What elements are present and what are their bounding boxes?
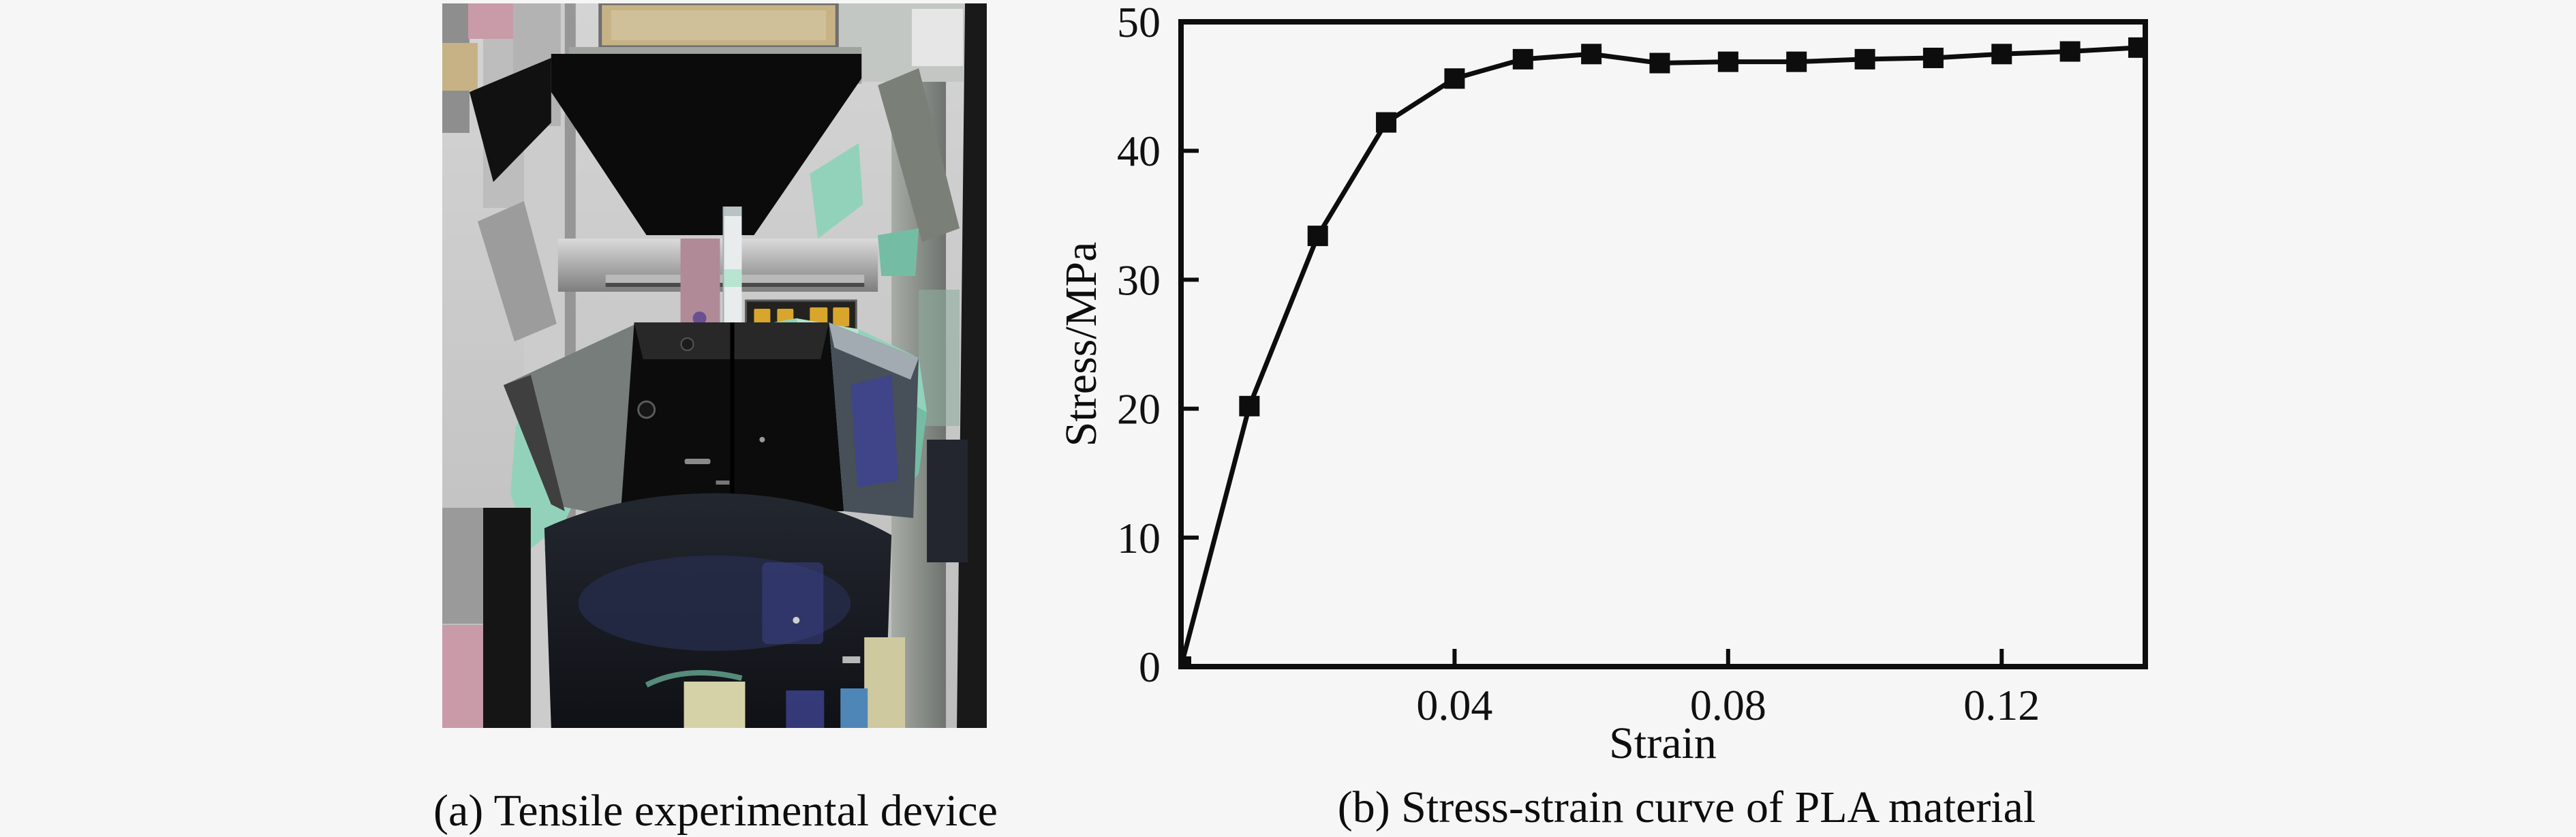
x-tick-label: 0.04 — [1416, 681, 1492, 729]
y-tick-label: 20 — [1117, 385, 1161, 433]
data-point-marker — [1649, 52, 1670, 74]
data-point-marker — [1444, 68, 1465, 89]
data-markers — [1180, 37, 2147, 668]
data-point-marker — [1991, 44, 2012, 65]
y-tick-label: 10 — [1117, 514, 1161, 562]
data-point-marker — [1307, 226, 1328, 247]
x-tick-label: 0.08 — [1690, 681, 1766, 729]
photo-upper-grip-housing — [469, 54, 919, 276]
photo-base — [544, 493, 906, 728]
data-point-marker — [1854, 48, 1875, 70]
data-point-marker — [1376, 112, 1397, 133]
y-tick-label: 0 — [1139, 643, 1161, 691]
data-point-marker — [1180, 656, 1191, 668]
data-line — [1180, 45, 2139, 667]
panel-b-chart: Stress/MPa Strain (b) Stress-strain curv… — [1022, 0, 2249, 837]
x-axis-title: Strain — [1609, 718, 1717, 768]
y-tick-label: 30 — [1117, 256, 1161, 304]
chart-plot-area: 0.04 0.08 0.12 0 10 20 30 40 50 — [1117, 0, 2148, 729]
data-point-marker — [1922, 47, 1944, 68]
data-point-marker — [2128, 37, 2147, 58]
panel-a-photo — [442, 3, 987, 728]
y-tick-label: 40 — [1117, 127, 1161, 175]
data-point-marker — [1512, 48, 1533, 70]
photo-bottom-left — [442, 508, 531, 728]
photo-lower-grip — [503, 322, 919, 521]
data-point-marker — [1717, 51, 1738, 72]
stress-strain-chart: Stress/MPa Strain (b) Stress-strain curv… — [1056, 0, 2148, 832]
data-point-marker — [1581, 44, 1602, 65]
panel-b-caption: (b) Stress-strain curve of PLA material — [1338, 782, 2036, 832]
y-tick-label: 50 — [1117, 0, 1161, 46]
x-tick-label: 0.12 — [1963, 681, 2040, 729]
data-point-marker — [2059, 41, 2081, 62]
plot-box — [1178, 19, 2148, 669]
data-point-marker — [1786, 51, 1807, 72]
tensile-device-photo — [442, 3, 987, 728]
data-point-marker — [1239, 395, 1260, 416]
panel-a-caption: (a) Tensile experimental device — [433, 786, 998, 836]
y-axis-title: Stress/MPa — [1056, 242, 1106, 447]
